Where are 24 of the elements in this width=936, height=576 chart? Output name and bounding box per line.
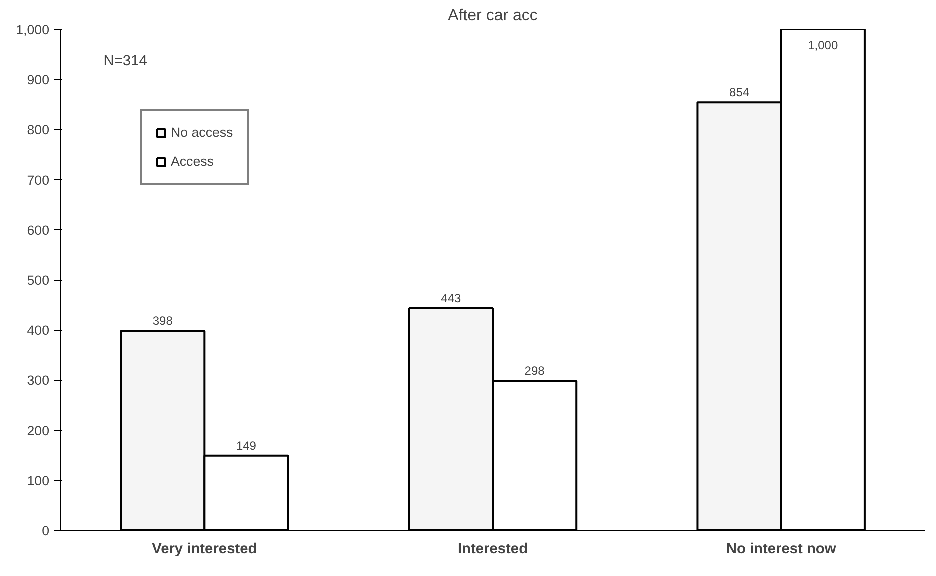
- y-tick-label: 800: [27, 122, 50, 138]
- legend-label: Access: [171, 154, 214, 169]
- x-tick-label: No interest now: [726, 542, 837, 558]
- data-label: 443: [441, 292, 462, 306]
- data-label: 854: [730, 86, 750, 100]
- legend-label: No access: [171, 125, 234, 140]
- x-tick-label: Interested: [458, 542, 528, 558]
- data-label: 1,000: [808, 38, 838, 52]
- data-label: 298: [524, 364, 546, 378]
- y-tick-label: 900: [27, 72, 50, 88]
- y-tick-label: 700: [27, 172, 50, 188]
- y-tick-label: 0: [42, 524, 50, 538]
- y-tick-label: 500: [27, 273, 50, 288]
- y-tick-label: 100: [27, 473, 50, 488]
- x-tick-label: Very interested: [152, 542, 258, 558]
- y-tick-label: 600: [27, 222, 50, 238]
- data-label: 149: [236, 438, 257, 453]
- y-tick-label: 400: [27, 323, 50, 338]
- data-label: 398: [152, 314, 174, 328]
- y-tick-label: 200: [27, 423, 50, 438]
- chart-title: After car acc: [448, 8, 538, 24]
- y-tick-label: 1,000: [16, 22, 50, 38]
- annotation: N=314: [104, 54, 148, 70]
- y-tick-label: 300: [27, 373, 50, 388]
